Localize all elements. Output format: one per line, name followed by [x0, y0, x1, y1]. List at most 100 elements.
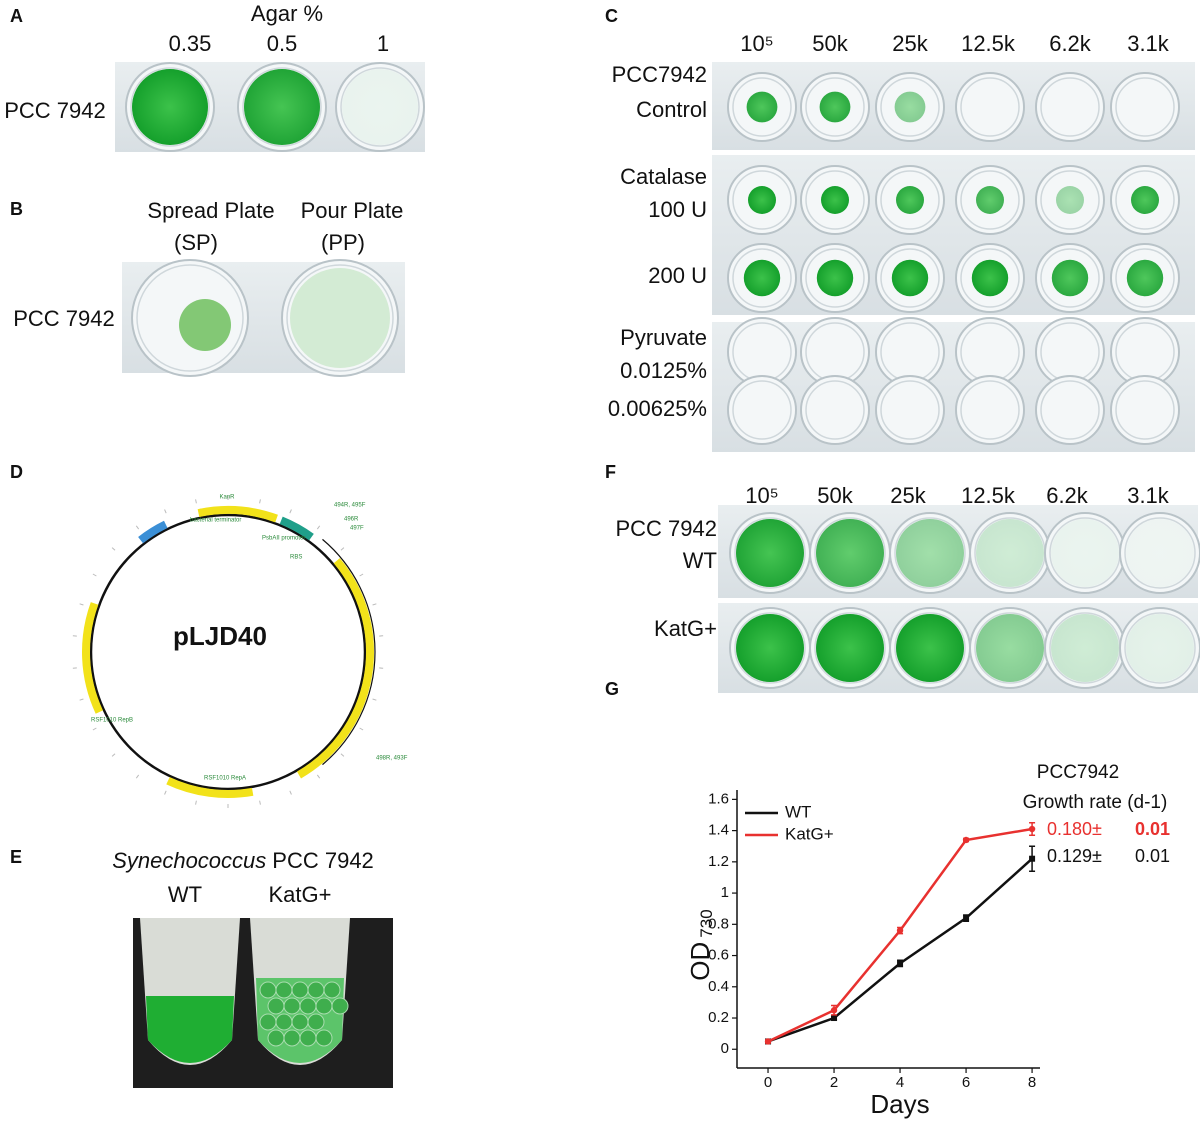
column-label: Spread Plate: [147, 198, 274, 223]
y-tick-label: 0.8: [708, 915, 729, 932]
ruler-tick: [289, 790, 292, 795]
ruler-tick: [111, 547, 116, 551]
marker: [1029, 855, 1036, 862]
row-label: Pyruvate: [620, 325, 707, 350]
well-rim: [805, 170, 865, 230]
column-label: 12.5k: [961, 31, 1016, 56]
x-tick-label: 2: [830, 1074, 838, 1091]
feature-label: 497F: [350, 526, 364, 532]
culture: [976, 186, 1004, 214]
ruler-tick: [359, 727, 364, 731]
column-label: 0.35: [169, 31, 212, 56]
row-label: WT: [683, 548, 717, 573]
rate-error: 0.01: [1135, 846, 1170, 866]
well-rim: [286, 264, 394, 372]
column-label: 3.1k: [1127, 31, 1170, 56]
x-axis-title: Days: [870, 1089, 929, 1119]
column-label: 10⁵: [740, 31, 774, 56]
well-rim: [805, 248, 865, 308]
well-rim: [960, 77, 1020, 137]
panel-letter: B: [10, 199, 23, 219]
column-label: 1: [377, 31, 389, 56]
well-rim: [1040, 380, 1100, 440]
feature-label: 496R: [344, 517, 359, 523]
well: [955, 375, 1025, 445]
x-tick-label: 8: [1028, 1074, 1036, 1091]
row-label: PCC 7942: [13, 306, 115, 331]
bead: [331, 997, 349, 1015]
culture: [896, 519, 964, 587]
legend-label: KatG+: [785, 824, 834, 843]
ruler-tick: [79, 603, 84, 606]
well: [1110, 375, 1180, 445]
panel-letter: C: [605, 6, 618, 26]
culture: [1131, 186, 1159, 214]
well-rim: [732, 248, 792, 308]
culture: [342, 69, 418, 145]
well-rim: [1115, 77, 1175, 137]
well-rim: [732, 170, 792, 230]
culture: [743, 259, 781, 297]
bead: [291, 981, 309, 999]
ruler-tick: [289, 509, 292, 514]
column-label: WT: [168, 882, 202, 907]
ruler-tick: [316, 525, 321, 530]
x-tick-label: 6: [962, 1074, 970, 1091]
panel-letter: F: [605, 462, 616, 482]
marker: [897, 960, 904, 967]
culture: [1126, 519, 1194, 587]
panel-letter: A: [10, 6, 23, 26]
marker: [962, 836, 970, 844]
row-label: Control: [636, 97, 707, 122]
culture: [132, 69, 208, 145]
column-label: 25k: [892, 31, 928, 56]
feature-arc: [322, 538, 376, 766]
legend-label: WT: [785, 802, 811, 821]
y-tick-label: 1.2: [708, 853, 729, 870]
culture: [816, 614, 884, 682]
well: [875, 375, 945, 445]
plasmid-name: pLJD40: [173, 621, 267, 651]
row-label: PCC 7942: [4, 98, 106, 123]
bead: [307, 981, 325, 999]
feature-label: RBS: [290, 555, 302, 561]
bead: [299, 997, 317, 1015]
feature-label: KanR: [219, 495, 235, 501]
well-rim: [1115, 248, 1175, 308]
panel-letter: E: [10, 847, 22, 867]
plasmid-backbone: [89, 513, 367, 791]
bead: [323, 981, 341, 999]
column-label: 50k: [812, 31, 848, 56]
feature-arc: [138, 520, 168, 544]
y-tick-label: 1.6: [708, 790, 729, 807]
row-label: Catalase: [620, 164, 707, 189]
well: [1119, 512, 1200, 594]
ruler-tick: [372, 603, 377, 606]
well-rim: [894, 612, 966, 684]
ruler-tick: [259, 499, 261, 504]
well-rim: [960, 380, 1020, 440]
row-label: 0.0125%: [620, 358, 707, 383]
well-rim: [1040, 77, 1100, 137]
row-label: 0.00625%: [608, 396, 707, 421]
well-rim: [805, 380, 865, 440]
ruler-tick: [164, 509, 167, 514]
column-label: 0.5: [267, 31, 298, 56]
well-rim: [1040, 170, 1100, 230]
well-rim: [1124, 517, 1196, 589]
rate-value: 0.129±: [1047, 846, 1102, 866]
well-rim: [734, 517, 806, 589]
x-tick-label: 0: [764, 1074, 772, 1091]
ruler-tick: [195, 499, 197, 504]
ruler-tick: [340, 547, 345, 551]
row-label: PCC7942: [612, 62, 707, 87]
y-tick-label: 0.6: [708, 947, 729, 964]
well: [1035, 72, 1105, 142]
x-tick-label: 4: [896, 1074, 904, 1091]
ruler-tick: [135, 525, 140, 530]
marker: [764, 1038, 772, 1045]
ruler-tick: [195, 800, 197, 805]
well-rim: [1115, 170, 1175, 230]
well: [1110, 72, 1180, 142]
